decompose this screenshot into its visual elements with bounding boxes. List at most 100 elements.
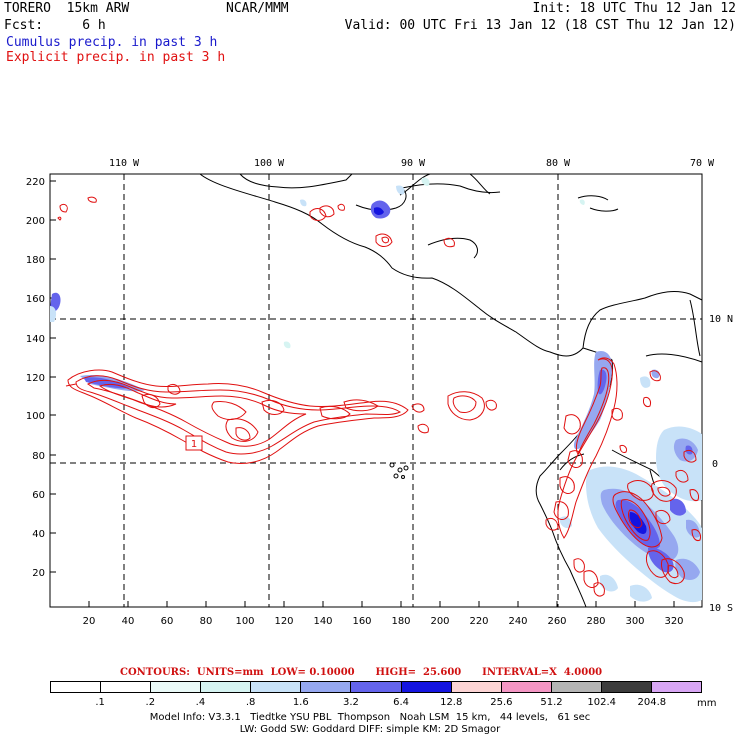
annotation-label: 1 xyxy=(191,439,197,450)
x-tick-label: 160 xyxy=(352,616,371,627)
y-tick-label: 40 xyxy=(32,529,45,540)
longitude-labels: 110 W 100 W 90 W 80 W 70 W xyxy=(109,158,715,169)
cumulus-precip xyxy=(50,177,702,603)
color-bar-segment xyxy=(201,682,252,692)
x-tick-label: 320 xyxy=(664,616,683,627)
map-frame xyxy=(49,173,703,608)
y-tick-label: 220 xyxy=(26,177,45,188)
x-tick: 320 xyxy=(664,601,684,627)
cumulus-field-label: Cumulus precip. in past 3 h xyxy=(6,35,218,50)
init-time: Init: 18 UTC Thu 12 Jan 12 xyxy=(532,1,737,16)
latitude-labels: 10 N 0 10 S xyxy=(709,314,733,614)
x-tick: 20 xyxy=(83,601,96,627)
color-bar-segment xyxy=(151,682,202,692)
y-tick-label: 60 xyxy=(32,490,45,501)
x-tick-label: 280 xyxy=(586,616,605,627)
color-bar-segment xyxy=(501,682,552,692)
x-tick-label: 80 xyxy=(200,616,213,627)
y-tick: 200 xyxy=(26,216,56,227)
lon-label: 90 W xyxy=(401,158,426,169)
lon-label: 110 W xyxy=(109,158,140,169)
color-bar-segment xyxy=(251,682,302,692)
y-tick-label: 200 xyxy=(26,216,45,227)
lat-label: 10 S xyxy=(709,603,733,614)
valid-time: Valid: 00 UTC Fri 13 Jan 12 (18 CST Thu … xyxy=(344,18,736,33)
x-tick: 160 xyxy=(352,601,372,627)
color-bar-segment xyxy=(651,682,702,692)
model-title: TORERO 15km ARW xyxy=(4,1,130,16)
y-tick: 120 xyxy=(26,373,56,384)
color-bar-unit: mm xyxy=(697,698,717,709)
x-tick: 100 xyxy=(235,601,255,627)
y-axis: 20 40 60 80 100 120 140 160 180 200 220 xyxy=(26,177,56,579)
color-bar-label: 204.8 xyxy=(637,697,667,708)
lon-label: 80 W xyxy=(546,158,571,169)
x-tick-label: 20 xyxy=(83,616,96,627)
color-bar-label: .4 xyxy=(195,697,206,708)
y-tick: 20 xyxy=(32,568,56,579)
x-tick-label: 180 xyxy=(391,616,410,627)
color-bar-segment xyxy=(451,682,502,692)
x-tick-label: 300 xyxy=(625,616,644,627)
color-bar-label: 51.2 xyxy=(540,697,563,708)
explicit-precip-contours xyxy=(57,196,701,597)
lon-label: 70 W xyxy=(690,158,715,169)
x-tick: 240 xyxy=(508,601,528,627)
y-tick: 100 xyxy=(26,411,56,422)
map-annotation-box: 1 xyxy=(185,435,203,451)
explicit-field-label: Explicit precip. in past 3 h xyxy=(6,50,226,65)
color-bar-label: 12.8 xyxy=(440,697,463,708)
model-info-line-1: Model Info: V3.3.1 Tiedtke YSU PBL Thomp… xyxy=(149,712,591,723)
color-bar-label: .8 xyxy=(245,697,256,708)
lat-label: 10 N xyxy=(709,314,733,325)
y-tick: 40 xyxy=(32,529,56,540)
color-bar-segment xyxy=(101,682,152,692)
y-tick: 180 xyxy=(26,255,56,266)
x-tick-label: 200 xyxy=(430,616,449,627)
x-tick-label: 220 xyxy=(469,616,488,627)
x-tick: 180 xyxy=(391,601,411,627)
contour-info: CONTOURS: UNITS=mm LOW= 0.10000 HIGH= 25… xyxy=(120,667,603,678)
y-tick-label: 100 xyxy=(26,411,45,422)
y-tick-label: 80 xyxy=(32,451,45,462)
model-info-line-2: LW: Godd SW: Goddard DIFF: simple KM: 2D… xyxy=(239,724,501,735)
color-bar-segment xyxy=(401,682,452,692)
color-bar xyxy=(50,681,702,693)
color-bar-label: .2 xyxy=(145,697,156,708)
color-bar-label: 1.6 xyxy=(292,697,309,708)
y-tick-label: 20 xyxy=(32,568,45,579)
color-bar-segment xyxy=(601,682,652,692)
color-bar-segment xyxy=(51,682,102,692)
lon-label: 100 W xyxy=(254,158,285,169)
y-tick-label: 160 xyxy=(26,294,45,305)
y-tick: 80 xyxy=(32,451,56,462)
y-tick: 60 xyxy=(32,490,56,501)
y-tick-label: 140 xyxy=(26,334,45,345)
x-tick: 80 xyxy=(200,601,213,627)
x-tick-label: 60 xyxy=(161,616,174,627)
x-tick-label: 260 xyxy=(547,616,566,627)
color-bar-label: 3.2 xyxy=(342,697,359,708)
x-tick: 280 xyxy=(586,601,606,627)
lat-label: 0 xyxy=(712,459,718,470)
x-tick: 300 xyxy=(625,601,645,627)
color-bar-label: 25.6 xyxy=(490,697,513,708)
y-tick-label: 120 xyxy=(26,373,45,384)
x-tick: 120 xyxy=(274,601,294,627)
x-axis: 20 40 60 80 100 120 140 160 180 200 220 … xyxy=(83,601,684,627)
color-bar-label: .1 xyxy=(95,697,105,708)
color-bar-segment xyxy=(301,682,352,692)
x-tick-label: 120 xyxy=(274,616,293,627)
y-tick: 220 xyxy=(26,177,56,188)
x-tick: 140 xyxy=(313,601,333,627)
color-bar-label: 6.4 xyxy=(393,697,410,708)
y-tick: 140 xyxy=(26,334,56,345)
latlon-grid xyxy=(50,174,702,607)
center-label: NCAR/MMM xyxy=(226,1,289,16)
x-tick: 40 xyxy=(122,601,134,627)
color-bar-segment xyxy=(351,682,402,692)
y-tick-label: 180 xyxy=(26,255,45,266)
x-tick: 60 xyxy=(161,601,174,627)
x-tick-label: 240 xyxy=(508,616,527,627)
